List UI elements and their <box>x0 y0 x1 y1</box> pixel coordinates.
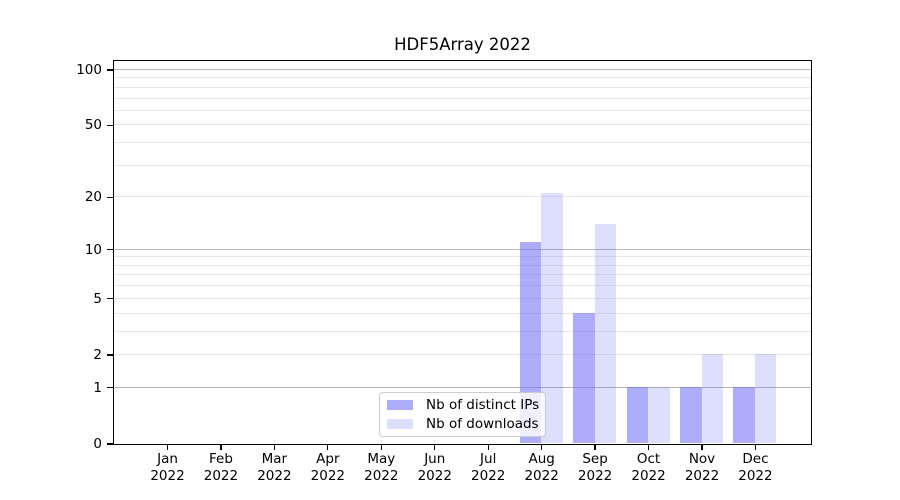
plot-area <box>112 59 812 445</box>
y-tick-0 <box>106 443 113 445</box>
y-tick-label-10: 10 <box>84 241 102 258</box>
y-tick-label-20: 20 <box>84 189 102 206</box>
legend-item-downloads: Nb of downloads <box>387 415 539 432</box>
legend-swatch-distinct-ips <box>387 400 413 411</box>
x-tick-label-nov: Nov 2022 <box>684 451 720 484</box>
gridline-minor-90 <box>113 77 811 79</box>
x-tick-label-aug: Aug 2022 <box>524 451 559 484</box>
gridline-minor-60 <box>113 109 811 111</box>
y-tick-label-100: 100 <box>76 61 102 78</box>
gridline-minor-50 <box>113 124 811 126</box>
x-tick-jul <box>487 444 489 450</box>
x-tick-aug <box>541 444 543 450</box>
legend-swatch-downloads <box>387 418 413 429</box>
legend-item-distinct-ips: Nb of distinct IPs <box>387 397 540 414</box>
x-tick-label-oct: Oct 2022 <box>631 451 666 484</box>
x-tick-nov <box>701 444 703 450</box>
legend: Nb of distinct IPs Nb of downloads <box>379 392 546 437</box>
bar-distinct_ips-dec <box>733 387 755 444</box>
x-tick-label-jul: Jul 2022 <box>471 451 506 484</box>
y-tick-label-0: 0 <box>93 436 102 452</box>
x-tick-sep <box>594 444 596 450</box>
bar-distinct_ips-sep <box>573 313 595 444</box>
y-tick-2 <box>106 354 113 356</box>
x-tick-apr <box>327 444 329 450</box>
gridline-minor-40 <box>113 142 811 144</box>
y-tick-100 <box>106 69 113 71</box>
legend-label-distinct-ips: Nb of distinct IPs <box>426 397 540 414</box>
x-tick-dec <box>754 444 757 450</box>
gridline-major-1 <box>113 386 811 388</box>
legend-label-downloads: Nb of downloads <box>426 415 539 432</box>
chart-title: HDF5Array 2022 <box>394 35 531 54</box>
gridline-major-10 <box>113 248 811 250</box>
y-tick-label-5: 5 <box>93 290 102 307</box>
gridline-minor-30 <box>113 164 811 166</box>
x-tick-label-may: May 2022 <box>364 451 399 484</box>
x-tick-label-apr: Apr 2022 <box>310 451 346 484</box>
gridline-minor-20 <box>113 196 811 198</box>
gridline-minor-70 <box>113 97 811 99</box>
x-tick-oct <box>647 444 650 450</box>
x-tick-feb <box>220 444 222 450</box>
y-tick-1 <box>106 387 113 389</box>
y-tick-10 <box>106 249 113 251</box>
y-tick-label-2: 2 <box>93 346 102 363</box>
gridline-minor-5 <box>113 297 811 299</box>
gridline-minor-9 <box>113 256 811 258</box>
x-tick-may <box>380 444 382 450</box>
gridline-minor-7 <box>113 274 811 276</box>
gridline-minor-8 <box>113 264 811 266</box>
x-tick-jun <box>434 444 436 450</box>
bar-downloads-sep <box>594 224 617 444</box>
y-tick-label-1: 1 <box>93 379 102 396</box>
gridline-minor-80 <box>113 86 811 88</box>
x-tick-label-dec: Dec 2022 <box>738 451 773 484</box>
x-tick-label-sep: Sep 2022 <box>577 451 613 484</box>
y-tick-20 <box>106 196 113 198</box>
y-tick-label-50: 50 <box>84 117 102 134</box>
bar-downloads-dec <box>754 354 777 444</box>
y-tick-5 <box>106 298 113 300</box>
bar-distinct_ips-nov <box>680 387 702 444</box>
gridline-major-100 <box>113 68 811 71</box>
x-tick-label-mar: Mar 2022 <box>257 451 292 484</box>
bar-downloads-nov <box>701 354 723 444</box>
gridline-minor-3 <box>113 330 811 332</box>
gridline-minor-4 <box>113 312 811 314</box>
x-tick-mar <box>273 444 276 450</box>
gridline-minor-6 <box>113 285 811 287</box>
x-tick-label-feb: Feb 2022 <box>203 451 239 484</box>
x-tick-jan <box>166 444 169 450</box>
gridline-minor-2 <box>113 353 811 355</box>
bar-downloads-oct <box>648 387 670 444</box>
bar-downloads-aug <box>541 193 563 444</box>
x-tick-label-jan: Jan 2022 <box>150 451 185 484</box>
bar-distinct_ips-oct <box>626 387 649 444</box>
y-tick-50 <box>106 124 113 126</box>
x-tick-label-jun: Jun 2022 <box>417 451 452 484</box>
